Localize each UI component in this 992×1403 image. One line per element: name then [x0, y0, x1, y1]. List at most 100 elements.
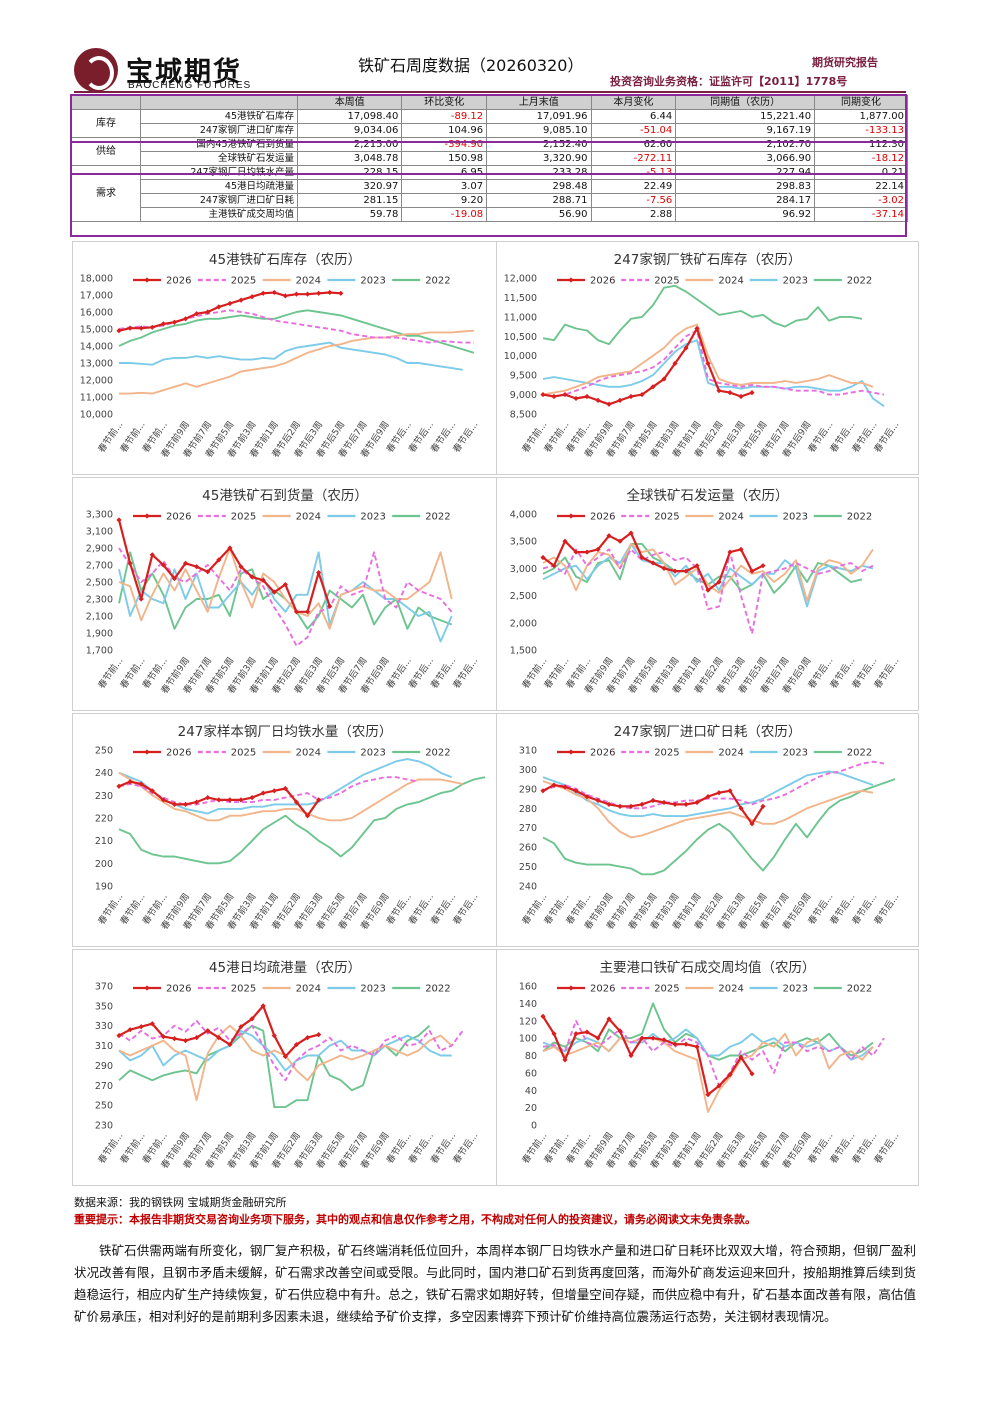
- chart-title: 247家样本钢厂日均铁水量（农历）: [178, 723, 393, 740]
- legend-marker: [144, 513, 150, 519]
- table-cell: -7.56: [590, 193, 677, 208]
- chart-port-inventory: 45港铁矿石库存（农历） 18,000 17,000 16,000 15,000 14,0…: [72, 241, 498, 475]
- legend-label: 2026: [166, 984, 191, 995]
- y-tick-label: 190: [95, 882, 113, 893]
- legend-label: 2026: [590, 512, 615, 523]
- y-tick-label: 240: [519, 882, 537, 893]
- data-point: [182, 801, 189, 807]
- legend-label: 2024: [296, 748, 321, 759]
- table-cell: -394.90: [401, 137, 488, 152]
- table-cell: -133.13: [814, 123, 908, 138]
- series-line-2023: [118, 1029, 452, 1072]
- table-cell: -272.11: [590, 151, 677, 166]
- legend-label: 2023: [783, 984, 808, 995]
- y-tick-label: 0: [531, 1121, 537, 1132]
- col-header: 环比变化: [401, 95, 488, 110]
- legend-label: 2023: [783, 512, 808, 523]
- data-point: [260, 790, 266, 796]
- table-cell: 2,102.70: [675, 137, 816, 152]
- legend-label: 2024: [296, 512, 321, 523]
- y-tick-label: 2,000: [510, 618, 537, 629]
- table-cell: 112.30: [814, 137, 908, 152]
- logo-en: BAOCHENG FUTURES: [128, 80, 252, 91]
- data-point: [282, 293, 288, 299]
- legend-label: 2023: [360, 512, 385, 523]
- y-tick-label: 240: [95, 768, 113, 779]
- legend-label: 2022: [847, 748, 872, 759]
- data-point: [316, 797, 322, 803]
- col-header: 本月变化: [590, 95, 677, 110]
- data-point: [238, 564, 244, 570]
- series-line-2025: [118, 1019, 464, 1082]
- legend-label: 2022: [425, 276, 450, 287]
- table-cell: 62.60: [590, 137, 677, 152]
- legend-label: 2025: [231, 748, 256, 759]
- data-point: [584, 549, 590, 555]
- data-point: [149, 788, 155, 794]
- data-point: [138, 1024, 144, 1030]
- legend-label: 2022: [425, 984, 450, 995]
- table-row: 247家钢厂进口矿日耗 281.15 9.20 288.71 -7.56 284.17 -3…: [72, 193, 908, 208]
- data-point: [650, 384, 656, 390]
- legend-label: 2024: [296, 276, 321, 287]
- data-point: [694, 325, 700, 332]
- y-tick-label: 9,500: [510, 371, 537, 382]
- table-group-divider: [70, 141, 907, 143]
- data-point: [661, 799, 667, 806]
- y-tick-label: 10,500: [504, 332, 537, 343]
- series-line-2025: [542, 760, 885, 810]
- series-line-2024: [542, 323, 874, 396]
- data-point: [562, 538, 568, 544]
- table-group-divider: [70, 173, 907, 175]
- legend-label: 2026: [590, 748, 615, 759]
- chart-title: 247家钢厂铁矿石库存（农历）: [614, 251, 802, 268]
- data-point: [617, 538, 623, 544]
- data-point: [293, 291, 300, 297]
- y-tick-label: 270: [519, 823, 537, 834]
- series-line-2023: [119, 341, 463, 371]
- table-row: 247家钢厂进口矿库存 9,034.06 104.96 9,085.10 -51.04 9…: [72, 123, 908, 138]
- table-cell: 150.98: [401, 151, 488, 166]
- data-point: [738, 805, 744, 811]
- table-cell: 3.07: [401, 179, 488, 194]
- table-cell: -37.14: [814, 207, 908, 222]
- data-point: [639, 801, 645, 807]
- analysis-paragraph: 铁矿石供需两端有所变化，钢厂复产积极，矿石终端消耗低位回升，本周样本钢厂日均铁水…: [74, 1243, 916, 1324]
- table-cell: 15,221.40: [675, 109, 816, 124]
- data-point: [749, 390, 755, 396]
- data-point: [683, 568, 689, 574]
- data-point: [194, 564, 200, 570]
- data-point: [160, 562, 166, 568]
- data-point: [595, 546, 601, 552]
- data-point: [551, 782, 557, 788]
- data-point: [216, 1035, 222, 1041]
- data-point: [138, 781, 144, 787]
- data-point: [738, 546, 744, 552]
- legend-marker: [144, 277, 150, 283]
- y-tick-label: 310: [95, 1041, 113, 1052]
- data-point: [116, 517, 122, 523]
- legend-label: 2024: [718, 984, 743, 995]
- data-point: [138, 596, 144, 602]
- data-point: [149, 1021, 155, 1027]
- col-header: 同期变化: [814, 95, 908, 110]
- logo: 宝城期货 BAOCHENG FUTURES: [74, 48, 294, 94]
- data-point: [127, 779, 133, 785]
- chart-title: 主要港口铁矿石成交周均值（农历）: [600, 959, 816, 976]
- y-tick-label: 1,500: [510, 646, 537, 657]
- data-point: [194, 311, 200, 317]
- table-item-label: 45港日均疏港量: [140, 179, 298, 194]
- table-cell: 1,877.00: [814, 109, 908, 124]
- chart-hot-metal: 247家样本钢厂日均铁水量（农历） 250 240 230 220 210 200 190 春节…: [72, 713, 498, 947]
- data-point: [672, 568, 678, 574]
- data-point: [694, 563, 700, 569]
- data-point: [227, 300, 233, 307]
- legend-label: 2026: [166, 276, 191, 287]
- legend-label: 2023: [783, 276, 808, 287]
- table-item-label: 国内45港铁矿石到货量: [140, 137, 298, 152]
- y-tick-label: 60: [525, 1068, 537, 1079]
- data-point: [271, 788, 277, 794]
- data-point: [227, 545, 233, 551]
- y-tick-label: 260: [519, 843, 537, 854]
- legend-label: 2023: [783, 748, 808, 759]
